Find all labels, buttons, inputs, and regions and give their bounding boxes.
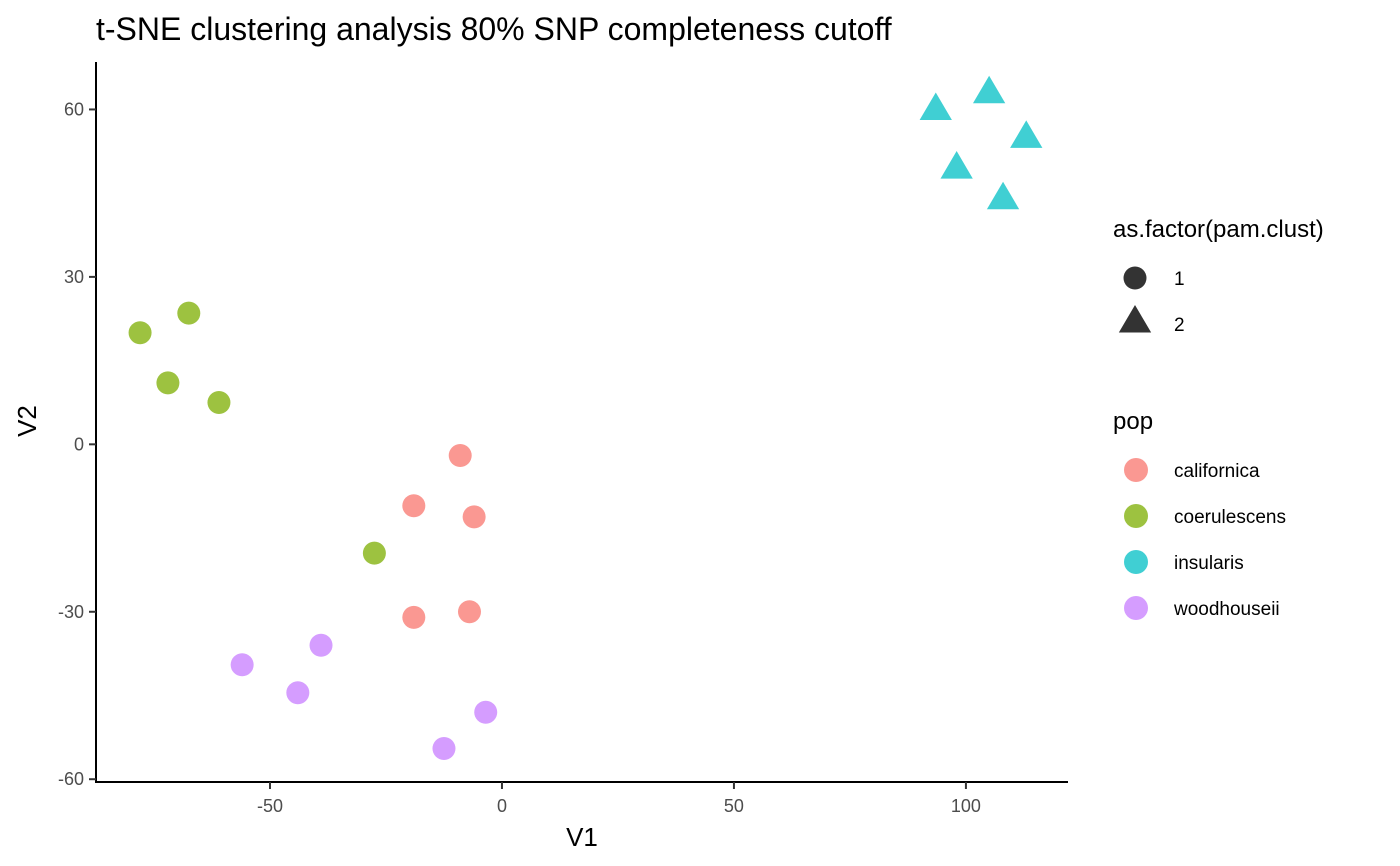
data-point-californica — [457, 600, 481, 624]
legend-key-coerulescens — [1124, 504, 1148, 528]
data-point-coerulescens — [362, 541, 386, 565]
data-points — [128, 75, 1043, 761]
y-axis-ticks: -60 -30 0 30 60 — [58, 99, 96, 789]
x-tick-label: 0 — [497, 796, 507, 816]
data-point-woodhouseii — [286, 681, 310, 705]
data-point-woodhouseii — [474, 700, 498, 724]
legend-key-woodhouseii — [1124, 596, 1148, 620]
x-tick-label: -50 — [257, 796, 283, 816]
y-tick-label: 30 — [64, 267, 84, 287]
color-legend-label: insularis — [1174, 553, 1244, 574]
x-tick-label: 50 — [724, 796, 744, 816]
color-legend-label: woodhouseii — [1173, 599, 1280, 620]
data-point-woodhouseii — [432, 737, 456, 761]
data-point-californica — [448, 443, 472, 467]
shape-legend-label: 1 — [1174, 269, 1185, 290]
color-legend: pop californica coerulescens insularis wood… — [1113, 408, 1286, 620]
data-point-californica — [402, 605, 426, 629]
data-point-insularis — [972, 75, 1006, 104]
y-tick-label: 60 — [64, 99, 84, 119]
y-axis-title: V2 — [12, 405, 42, 437]
shape-legend-label: 2 — [1174, 315, 1185, 336]
data-point-californica — [462, 505, 486, 529]
data-point-coerulescens — [128, 321, 152, 345]
data-point-woodhouseii — [230, 653, 254, 677]
y-tick-label: -60 — [58, 769, 84, 789]
color-legend-label: coerulescens — [1174, 507, 1286, 528]
shape-legend-title: as.factor(pam.clust) — [1113, 216, 1324, 243]
color-legend-label: californica — [1174, 461, 1260, 482]
data-point-insularis — [1010, 120, 1043, 148]
data-point-insularis — [986, 181, 1020, 210]
legend-triangle-key — [1118, 305, 1152, 333]
x-axis-title: V1 — [566, 822, 598, 852]
x-axis-ticks: -50 0 50 100 — [257, 782, 981, 816]
x-tick-label: 100 — [951, 796, 981, 816]
data-point-woodhouseii — [309, 633, 333, 657]
legend-key-insularis — [1124, 550, 1148, 574]
data-point-coerulescens — [177, 301, 201, 325]
data-point-californica — [402, 494, 426, 518]
y-tick-label: -30 — [58, 602, 84, 622]
plot-area: -50 0 50 100 -60 -30 0 30 60 — [58, 62, 1068, 816]
y-tick-label: 0 — [74, 434, 84, 454]
legend-key-californica — [1124, 458, 1148, 482]
data-point-insularis — [919, 92, 952, 120]
shape-legend: as.factor(pam.clust) 1 2 — [1113, 216, 1324, 336]
data-point-coerulescens — [156, 371, 180, 395]
data-point-coerulescens — [207, 390, 231, 414]
legend-circle-key — [1123, 266, 1147, 290]
data-point-insularis — [940, 151, 973, 179]
chart-title: t-SNE clustering analysis 80% SNP comple… — [96, 11, 892, 47]
color-legend-title: pop — [1113, 408, 1153, 435]
